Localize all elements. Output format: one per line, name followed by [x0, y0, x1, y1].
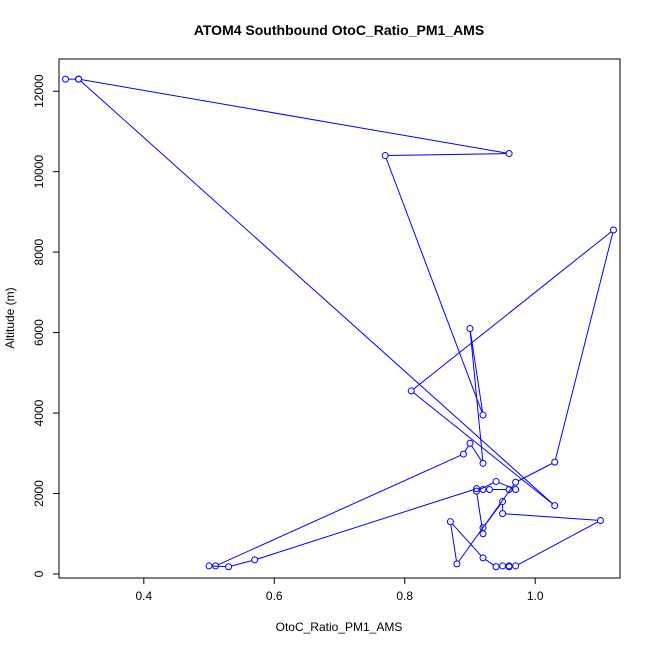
data-point — [499, 562, 507, 570]
y-tick-label: 12000 — [32, 74, 46, 108]
data-point — [512, 478, 520, 486]
y-tick-label: 6000 — [32, 319, 46, 346]
series-segment — [385, 158, 483, 413]
series-segment — [471, 445, 482, 462]
data-point — [62, 75, 70, 83]
series-segment — [80, 80, 553, 504]
x-tick-label: 1.0 — [527, 589, 544, 603]
series-segment — [469, 331, 484, 413]
data-point — [407, 387, 415, 395]
data-point — [472, 487, 480, 495]
y-tick-label: 2000 — [32, 480, 46, 507]
series-segment — [498, 482, 514, 489]
data-point — [479, 411, 487, 419]
data-point — [479, 524, 487, 532]
data-point — [486, 485, 494, 493]
series-segment — [505, 513, 598, 521]
data-point — [505, 150, 513, 158]
series-segment — [450, 524, 457, 562]
data-point — [596, 516, 604, 524]
plot-frame — [58, 58, 621, 579]
data-point — [609, 226, 617, 234]
series-segment — [464, 445, 469, 452]
data-point — [251, 556, 259, 564]
data-point — [472, 485, 480, 493]
x-tick-label: 0.8 — [396, 589, 413, 603]
data-point — [459, 450, 467, 458]
series-segment — [458, 484, 515, 562]
data-point — [512, 485, 520, 493]
series-segment — [555, 232, 614, 460]
series-segment — [518, 521, 599, 565]
series-segment — [388, 153, 507, 157]
data-point — [499, 510, 507, 518]
data-point — [479, 554, 487, 562]
data-point — [512, 562, 520, 570]
series-segment — [81, 79, 507, 154]
y-tick-label: 4000 — [32, 399, 46, 426]
data-point — [466, 325, 474, 333]
series-segment — [231, 560, 252, 567]
data-point — [381, 152, 389, 160]
series-segment — [478, 482, 494, 491]
x-axis-label: OtoC_Ratio_PM1_AMS — [276, 620, 403, 634]
data-point — [505, 563, 513, 571]
y-tick-label: 10000 — [32, 155, 46, 189]
data-point — [446, 518, 454, 526]
series-segment — [218, 454, 461, 566]
data-point — [466, 439, 474, 447]
data-point — [212, 562, 220, 570]
data-point — [505, 485, 513, 493]
series-segment — [413, 392, 553, 505]
y-tick-label: 0 — [32, 570, 46, 577]
series-segment — [257, 489, 474, 560]
x-tick-label: 0.4 — [135, 589, 152, 603]
data-point — [75, 75, 83, 83]
data-point — [479, 485, 487, 493]
x-tick-label: 0.6 — [266, 589, 283, 603]
series-segment — [413, 231, 612, 390]
data-point — [453, 560, 461, 568]
data-point — [205, 562, 213, 570]
data-point — [225, 563, 233, 571]
y-axis: 0 2000 4000 6000 8000 10000 12000 — [32, 74, 59, 577]
y-axis-label: Altitude (m) — [3, 287, 17, 348]
chart-title: ATOM4 Southbound OtoC_Ratio_PM1_AMS — [194, 22, 484, 38]
series-segment — [452, 523, 482, 556]
data-point — [499, 498, 507, 506]
data-point — [551, 458, 559, 466]
y-tick-label: 8000 — [32, 238, 46, 265]
data-point — [492, 563, 500, 571]
x-axis: 0.4 0.6 0.8 1.0 — [135, 578, 544, 603]
data-point — [479, 459, 487, 467]
series-group — [62, 75, 617, 571]
data-point — [551, 502, 559, 510]
data-point — [492, 477, 500, 485]
series-segment — [485, 559, 494, 566]
